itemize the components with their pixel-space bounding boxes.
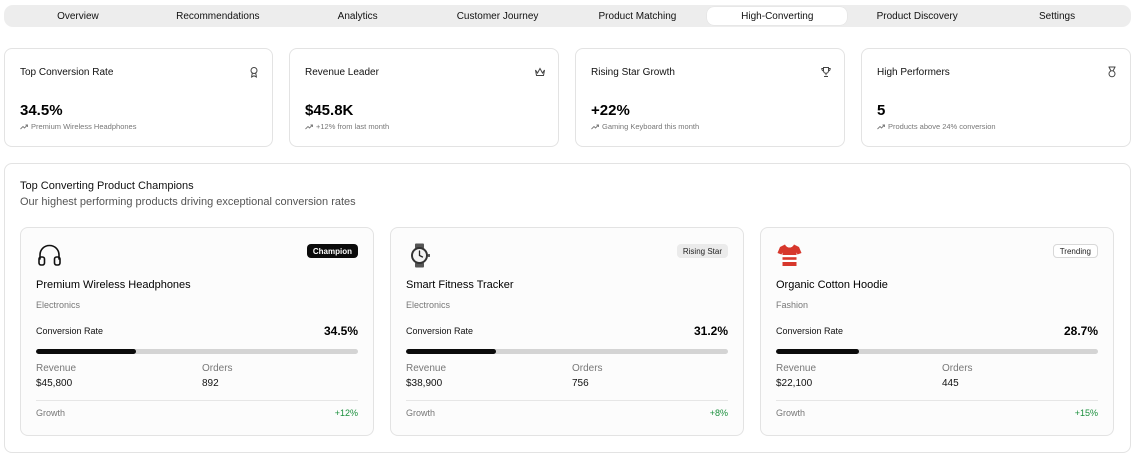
revenue-value: $45,800 — [36, 378, 73, 389]
trophy-icon — [821, 67, 831, 77]
tab-recommendations[interactable]: Recommendations — [176, 10, 260, 22]
stat-title: High Performers — [877, 67, 950, 78]
stat-subtext: Gaming Keyboard this month — [591, 122, 699, 131]
orders-label: Orders — [572, 363, 603, 374]
divider — [36, 400, 358, 401]
tab-customer-journey[interactable]: Customer Journey — [456, 10, 539, 22]
conversion-value: 28.7% — [1063, 324, 1098, 338]
stat-card-rising-star: Rising Star Growth +22% Gaming Keyboard … — [575, 48, 845, 147]
tab-high-converting[interactable]: High-Converting — [707, 7, 848, 25]
tab-overview[interactable]: Overview — [57, 10, 99, 22]
trending-up-icon — [20, 124, 28, 129]
growth-label: Growth — [406, 408, 436, 418]
stat-value: $45.8K — [305, 102, 354, 119]
tab-settings[interactable]: Settings — [1038, 10, 1076, 22]
headphones-icon — [38, 244, 61, 266]
stat-title: Rising Star Growth — [591, 67, 675, 78]
revenue-value: $22,100 — [776, 378, 813, 389]
conversion-value: 31.2% — [693, 324, 728, 338]
stat-value: 5 — [877, 102, 886, 119]
growth-value: +12% — [334, 408, 358, 418]
conversion-label: Conversion Rate — [36, 326, 104, 336]
product-name: Organic Cotton Hoodie — [776, 279, 888, 291]
product-card-fitness-tracker[interactable]: Rising Star Smart Fitness Tracker Electr… — [390, 227, 744, 436]
tab-product-discovery[interactable]: Product Discovery — [876, 10, 958, 22]
product-category: Fashion — [776, 300, 809, 310]
stat-card-high-performers: High Performers 5 Products above 24% con… — [861, 48, 1131, 147]
status-badge: Rising Star — [676, 244, 728, 258]
stat-title: Top Conversion Rate — [20, 67, 114, 78]
revenue-label: Revenue — [776, 363, 817, 374]
revenue-label: Revenue — [406, 363, 447, 374]
status-badge: Champion — [306, 244, 358, 258]
growth-label: Growth — [36, 408, 66, 418]
stat-subtext: Products above 24% conversion — [877, 122, 996, 131]
orders-label: Orders — [202, 363, 233, 374]
stat-value: 34.5% — [20, 102, 63, 119]
award-icon — [250, 67, 258, 78]
stat-subtext: Premium Wireless Headphones — [20, 122, 136, 131]
divider — [776, 400, 1098, 401]
stat-subtext-label: Gaming Keyboard this month — [602, 122, 700, 131]
divider — [406, 400, 728, 401]
product-category: Electronics — [36, 300, 81, 310]
stat-subtext-label: +12% from last month — [316, 122, 390, 131]
conversion-progress-fill — [36, 349, 136, 354]
status-badge: Trending — [1052, 244, 1098, 258]
conversion-progress-fill — [406, 349, 497, 354]
tab-analytics[interactable]: Analytics — [337, 10, 378, 22]
conversion-progress-bar — [36, 349, 358, 354]
orders-label: Orders — [942, 363, 973, 374]
growth-label: Growth — [776, 408, 806, 418]
conversion-progress-bar — [406, 349, 728, 354]
product-name: Smart Fitness Tracker — [406, 279, 514, 291]
stat-subtext-label: Products above 24% conversion — [888, 122, 996, 131]
orders-value: 756 — [572, 378, 589, 389]
revenue-value: $38,900 — [406, 378, 443, 389]
trending-up-icon — [591, 124, 599, 129]
product-card-hoodie[interactable]: Trending Organic Cotton Hoodie Fashion C… — [760, 227, 1114, 436]
trending-up-icon — [305, 124, 313, 129]
stat-value: +22% — [591, 102, 630, 119]
conversion-label: Conversion Rate — [776, 326, 844, 336]
growth-value: +8% — [709, 408, 728, 418]
orders-value: 892 — [202, 378, 219, 389]
conversion-value: 34.5% — [323, 324, 358, 338]
product-category: Electronics — [406, 300, 451, 310]
champions-panel: Top Converting Product Champions Our hig… — [4, 163, 1131, 453]
medal-icon — [1108, 66, 1116, 78]
shirt-icon — [777, 244, 802, 266]
stat-title: Revenue Leader — [305, 67, 379, 78]
orders-value: 445 — [942, 378, 959, 389]
stat-card-top-conversion: Top Conversion Rate 34.5% Premium Wirele… — [4, 48, 273, 147]
trending-up-icon — [877, 124, 885, 129]
product-card-headphones[interactable]: Champion Premium Wireless Headphones Ele… — [20, 227, 374, 436]
tab-product-matching[interactable]: Product Matching — [598, 10, 677, 22]
tab-bar: Overview Recommendations Analytics Custo… — [4, 5, 1131, 27]
revenue-label: Revenue — [36, 363, 77, 374]
crown-icon — [535, 67, 545, 76]
growth-value: +15% — [1074, 408, 1098, 418]
conversion-label: Conversion Rate — [406, 326, 474, 336]
stat-subtext: +12% from last month — [305, 122, 389, 131]
stat-card-revenue-leader: Revenue Leader $45.8K +12% from last mon… — [289, 48, 559, 147]
watch-icon — [411, 243, 430, 268]
product-name: Premium Wireless Headphones — [36, 279, 191, 291]
conversion-progress-fill — [776, 349, 860, 354]
panel-title: Top Converting Product Champions — [20, 180, 194, 192]
stat-subtext-label: Premium Wireless Headphones — [31, 122, 137, 131]
panel-subtitle: Our highest performing products driving … — [20, 196, 356, 208]
conversion-progress-bar — [776, 349, 1098, 354]
